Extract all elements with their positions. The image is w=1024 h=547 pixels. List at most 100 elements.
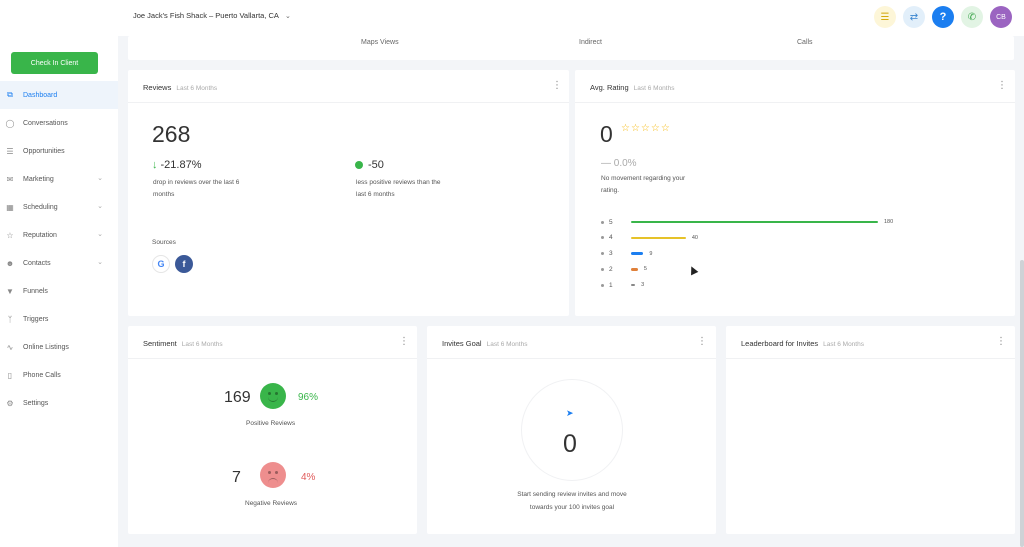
rating-bar-count: 3 [641,282,645,289]
card-title: Sentiment Last 6 Months [143,339,223,348]
sidebar-item-settings[interactable]: ⚙ Settings [0,389,118,417]
positive-label: Positive Reviews [246,420,296,427]
leaderboard-card: Leaderboard for Invites Last 6 Months ⋮ [726,326,1015,534]
chevron-down-icon: ⌄ [284,12,291,20]
rating-bar [631,252,644,255]
more-vertical-icon[interactable]: ⋮ [552,80,562,91]
rating-bar [631,283,636,287]
more-vertical-icon[interactable]: ⋮ [697,336,707,347]
sidebar-item-phone-calls[interactable]: ▯ Phone Calls [0,361,118,389]
rating-bar-label: 3 [609,250,613,258]
positive-pct: 96% [298,392,319,403]
send-icon: ➤ [566,408,574,418]
bullet-icon [601,252,604,256]
rating-bar-count: 40 [691,234,698,241]
sidebar-item-contacts[interactable]: ☻ Contacts ⌄ [0,249,118,277]
sentiment-card: Sentiment Last 6 Months ⋮ 169 96% Positiv… [128,326,417,534]
chevron-down-icon: ⌄ [97,231,103,238]
desc-line: No movement regarding your [601,175,686,182]
avg-rating-card: Avg. Rating Last 6 Months ⋮ 0 ☆☆☆☆☆ — 0.0… [575,70,1015,316]
sidebar-item-online-listings[interactable]: ∿ Online Listings [0,333,118,361]
desc-line: months [153,191,175,198]
chevron-down-icon: ⌄ [97,175,103,182]
divider [128,102,569,103]
rating-bar-count: 180 [884,219,894,225]
sidebar-item-label: Conversations [23,119,68,127]
sidebar-item-dashboard[interactable]: ⧉ Dashboard [0,81,118,109]
sidebar-item-label: Online Listings [23,343,69,351]
desc-line: last 6 months [356,191,395,198]
more-vertical-icon[interactable]: ⋮ [997,80,1007,91]
desc-line: less positive reviews than the [356,179,441,186]
sidebar: Check In Client ⧉ Dashboard ◯ Conversati… [0,36,118,547]
happy-face-icon [260,383,286,409]
star-rating-icon: ☆☆☆☆☆ [621,123,671,134]
rating-bar [631,268,638,271]
stats-strip: Maps Views Indirect Calls [128,36,1014,60]
sidebar-item-label: Marketing [23,175,54,183]
desc-line: towards your 100 invites goal [529,504,615,511]
sentiment-title: Sentiment [143,339,177,348]
maps-views-label: Maps Views [361,39,399,46]
sidebar-item-label: Settings [23,399,49,407]
card-title: Invites Goal Last 6 Months [442,339,527,348]
more-vertical-icon[interactable]: ⋮ [996,336,1006,347]
top-bar: Joe Jack's Fish Shack – Puerto Vallarta,… [0,0,1024,36]
period-label: Last 6 Months [181,341,223,348]
more-vertical-icon[interactable]: ⋮ [399,336,409,347]
card-title: Avg. Rating Last 6 Months [590,83,674,92]
desc-line: Start sending review invites and move [517,491,627,498]
avatar[interactable]: CB [990,6,1012,28]
sidebar-item-reputation[interactable]: ☆ Reputation ⌄ [0,221,118,249]
positive-change-desc: less positive reviews than the last 6 mo… [356,177,441,201]
card-title: Reviews Last 6 Months [143,83,217,92]
desc-line: rating. [601,187,620,194]
bullet-icon [601,283,604,287]
facebook-icon[interactable]: f [175,255,193,273]
avg-rating-title: Avg. Rating [590,83,629,92]
avg-rating-value: 0 [600,121,613,147]
bullet-icon [601,236,604,240]
avg-rating-change: — 0.0% [601,158,637,169]
sidebar-item-scheduling[interactable]: ▦ Scheduling ⌄ [0,193,118,221]
branch-icon: ᛉ [7,314,13,324]
swap-icon[interactable]: ⇄ [903,6,925,28]
rating-bar-label: 2 [609,265,613,273]
sidebar-item-label: Phone Calls [23,371,61,379]
chevron-down-icon: ⌄ [97,203,103,210]
google-icon[interactable]: G [152,255,170,273]
reviews-card: Reviews Last 6 Months ⋮ 268 ↓ -21.87% dro… [128,70,569,316]
divider [427,358,716,359]
sidebar-item-marketing[interactable]: ✉ Marketing ⌄ [0,165,118,193]
sidebar-item-label: Reputation [23,231,57,239]
rating-bar-count: 5 [643,266,647,273]
rating-bar-label: 4 [609,234,613,242]
card-title: Leaderboard for Invites Last 6 Months [741,339,864,348]
indirect-label: Indirect [579,39,602,46]
period-label: Last 6 Months [176,85,218,92]
list-icon[interactable]: ☰ [874,6,896,28]
sidebar-item-opportunities[interactable]: ☰ Opportunities [0,137,118,165]
reviews-change-value: -21.87% [160,159,202,171]
sidebar-item-triggers[interactable]: ᛉ Triggers [0,305,118,333]
sidebar-item-funnels[interactable]: ▼ Funnels [0,277,118,305]
help-icon[interactable]: ? [932,6,954,28]
sidebar-item-conversations[interactable]: ◯ Conversations [0,109,118,137]
positive-change-value: -50 [368,159,384,171]
sidebar-nav: ⧉ Dashboard ◯ Conversations ☰ Opportunit… [0,81,118,417]
mobile-icon: ▯ [7,370,13,380]
sidebar-item-label: Opportunities [23,147,65,155]
page-scrollbar[interactable] [1020,260,1024,547]
negative-label: Negative Reviews [245,500,298,507]
check-in-client-button[interactable]: Check In Client [11,52,98,74]
divider [575,102,1015,103]
avg-rating-change-value: 0.0% [613,158,637,169]
location-selector[interactable]: Joe Jack's Fish Shack – Puerto Vallarta,… [133,11,291,20]
top-actions: ☰ ⇄ ? ✆ CB [874,6,1012,28]
period-label: Last 6 Months [823,341,864,348]
phone-icon[interactable]: ✆ [961,6,983,28]
sidebar-item-label: Dashboard [23,91,58,99]
